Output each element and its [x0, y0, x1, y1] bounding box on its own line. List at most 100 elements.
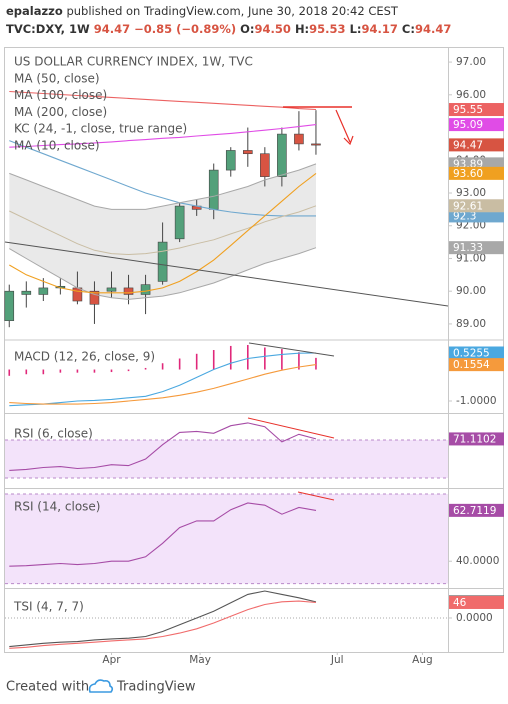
candle-body [208, 169, 219, 210]
price-tag [449, 358, 504, 372]
price-tag-label: 71.1102 [453, 433, 496, 445]
arrow [335, 109, 354, 146]
price-tag-label: 92.61 [453, 200, 483, 212]
open-value: 94.50 [255, 22, 291, 36]
histogram-bar [93, 369, 96, 373]
price-tag-label: 62.7119 [453, 505, 496, 517]
histogram-bar [298, 352, 300, 370]
candle-body [4, 290, 15, 321]
kc-upper [9, 163, 317, 210]
candle-body [140, 284, 151, 295]
candle-body [21, 290, 32, 295]
y-tick-label: 92.00 [456, 220, 486, 232]
y-tick-label: 40.0000 [456, 555, 499, 567]
open-key: O: [240, 22, 254, 36]
logo [88, 679, 114, 693]
indicator-line [9, 590, 317, 648]
legend-entry: MA (50, close) [14, 71, 100, 85]
rsi-band [5, 439, 448, 478]
price-tag [449, 166, 504, 180]
candle-body [294, 133, 304, 145]
brand[interactable]: TradingView [116, 680, 196, 695]
indicator-line [9, 422, 317, 471]
histogram-bar [110, 369, 113, 373]
price-tag [449, 138, 504, 152]
y-tick-label: 96.00 [456, 89, 486, 101]
price-tag-label: 95.55 [453, 104, 483, 116]
histogram-bar [127, 369, 130, 372]
candle-body [277, 133, 287, 177]
footer: Created with TradingView [6, 679, 196, 695]
price-tag [449, 199, 504, 213]
histogram-bar [315, 357, 317, 370]
price-tag [449, 346, 504, 360]
legend-entry: MA (10, close) [14, 139, 100, 153]
y-tick-label: 89.00 [456, 318, 486, 330]
kc-lower [9, 247, 317, 300]
change: 94.47 −0.85 (−0.89%) [94, 22, 236, 36]
price-tag-label: 46 [453, 597, 467, 609]
histogram-bar [25, 369, 28, 375]
histogram-bar [76, 369, 79, 373]
histogram-bar [212, 350, 215, 370]
marks: Apr May Jul Aug 89.00 90.00 91.00 92.00 93.00 94.… [4, 56, 499, 666]
kc-middle [9, 205, 317, 256]
high-value: 95.53 [309, 22, 345, 36]
close-key: C: [402, 22, 415, 36]
indicator-line [9, 600, 317, 649]
histogram-bar [59, 369, 62, 373]
price-tag [449, 432, 504, 446]
rsi-band [5, 494, 448, 584]
y-tick-label: 97.00 [456, 56, 486, 68]
candle-body [89, 290, 100, 305]
y-tick-label: 91.00 [456, 252, 486, 264]
low-value: 94.17 [362, 22, 398, 36]
indicator-line [9, 90, 317, 111]
x-tick-label: Apr [102, 654, 121, 666]
divergence-line [248, 342, 335, 357]
y-tick-label: 93.00 [456, 187, 486, 199]
x-tick-label: May [189, 654, 211, 666]
divergence-line [247, 417, 335, 439]
candle-body [106, 287, 117, 292]
price-tags: 94.4792.395.5595.0993.8992.6191.3393.600… [449, 103, 504, 609]
x-tick-label: Jul [330, 654, 344, 666]
price-tag-label: 0.5255 [453, 347, 490, 359]
candle-body [225, 150, 236, 171]
price-tag [449, 103, 504, 117]
histogram-bar [229, 345, 232, 370]
price-tag-label: 92.3 [453, 210, 476, 222]
histogram-bar [281, 349, 283, 370]
created-with: Created with [6, 680, 89, 695]
published: published on TradingView.com, June 30, 2… [66, 4, 398, 18]
indicator-line [9, 352, 317, 407]
price-tag-label: 95.09 [453, 119, 483, 131]
candle-body [123, 287, 134, 295]
pane-title: US DOLLAR CURRENCY INDEX, 1W, TVC [14, 55, 253, 69]
histogram-bar [42, 369, 45, 375]
x-tick-label: Aug [412, 654, 433, 666]
divergence-line [297, 491, 335, 501]
price-tag [449, 595, 504, 609]
legends: US DOLLAR CURRENCY INDEX, 1W, TVC MA (50,… [13, 55, 253, 614]
pane-title: MACD (12, 26, close, 9) [14, 350, 155, 364]
author: epalazzo [6, 4, 63, 18]
y-tick-label: 90.00 [456, 285, 486, 297]
pane-title: TSI (4, 7, 7) [13, 600, 84, 614]
price-tag-label: 93.60 [453, 168, 483, 180]
indicator-line [9, 364, 317, 405]
candle-body [311, 143, 321, 146]
legend-entry: MA (200, close) [14, 105, 107, 119]
trendline [4, 241, 449, 307]
histogram-bar [161, 363, 164, 370]
histogram-bar [144, 367, 147, 370]
candle-body [174, 205, 185, 240]
legend-entry: KC (24, -1, close, true range) [14, 122, 187, 136]
price-tag [449, 118, 504, 132]
symbol: TVC:DXY, 1W [6, 22, 90, 36]
price-tag [449, 209, 504, 223]
y-tick-label: 0.0000 [456, 612, 493, 624]
candle-body [260, 153, 270, 177]
price-tag [449, 241, 504, 255]
price-tag-label: 91.33 [453, 242, 483, 254]
